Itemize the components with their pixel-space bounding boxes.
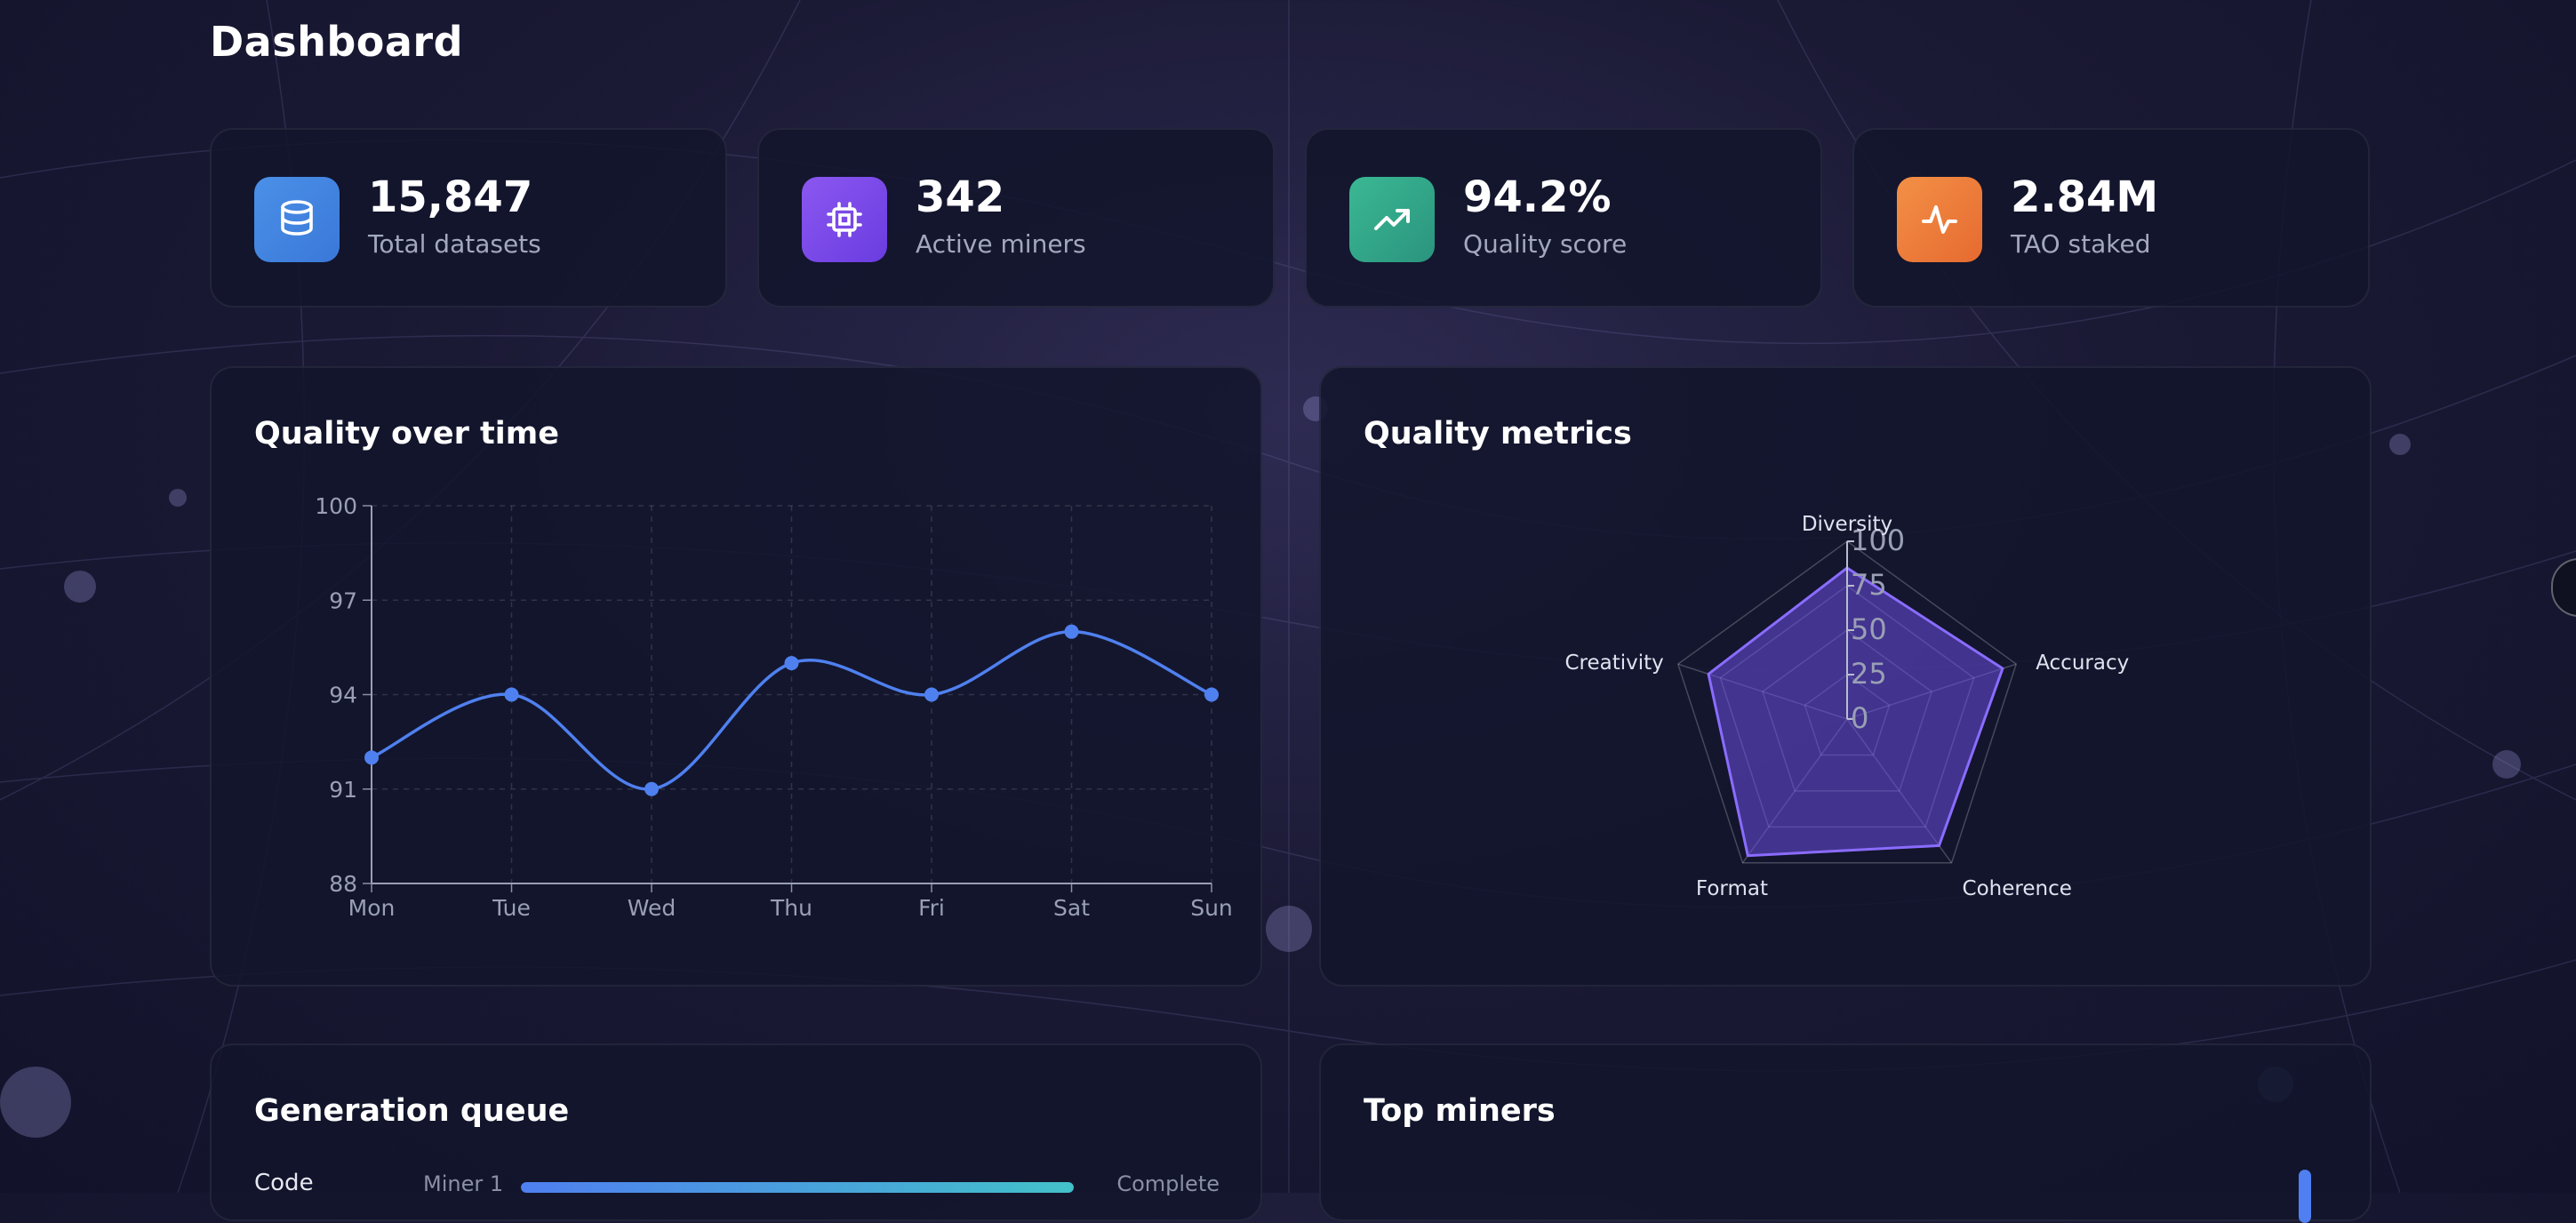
database-icon — [254, 177, 340, 262]
radar-tick-label: 100 — [1851, 524, 1905, 557]
queue-status: Complete — [1116, 1171, 1220, 1196]
queue-progress-bar — [521, 1182, 1074, 1193]
quality-radar-chart: 100 75 50 25 0 Diversity Accuracy Coherence Form… — [1564, 513, 2129, 900]
x-tick-label: Sat — [1053, 895, 1090, 921]
y-tick-label: 88 — [329, 871, 357, 897]
radar-axis-label: Coherence — [1963, 877, 2072, 900]
y-tick-label: 97 — [329, 588, 357, 613]
top-miners-scrollbar[interactable] — [2299, 1170, 2311, 1223]
data-point — [1204, 687, 1219, 702]
x-tick-label: Sun — [1190, 895, 1233, 921]
quality-metrics-panel: Quality metrics 100 75 50 25 0 Diversity Accur… — [1319, 366, 2372, 987]
cpu-icon — [802, 177, 887, 262]
quality-over-time-panel: Quality over time 100 97 94 91 88 Mon Tue Wed Th… — [210, 366, 1262, 987]
radar-grid-ring — [1676, 540, 2018, 864]
stat-card-total-datasets: 15,847 Total datasets — [210, 128, 727, 308]
x-tick-label: Mon — [348, 895, 396, 921]
queue-row[interactable]: Code Miner 1 Complete — [254, 1170, 1220, 1205]
x-tick-label: Tue — [492, 895, 531, 921]
y-tick-label: 100 — [315, 493, 357, 519]
data-point — [644, 781, 659, 796]
radar-axis-label: Accuracy — [2036, 651, 2129, 675]
stat-value: 15,847 — [368, 172, 533, 222]
stat-label: Quality score — [1463, 229, 1628, 259]
stat-label: Active miners — [916, 229, 1086, 259]
stat-label: Total datasets — [368, 229, 541, 259]
stat-value: 94.2% — [1463, 172, 1612, 222]
stat-value: 2.84M — [2011, 172, 2159, 222]
data-point — [784, 656, 799, 671]
data-point — [924, 687, 939, 702]
radar-axis-label: Format — [1696, 877, 1768, 900]
y-tick-label: 91 — [329, 777, 357, 803]
trending-up-icon — [1349, 177, 1435, 262]
page-title: Dashboard — [210, 18, 464, 66]
x-tick-label: Fri — [918, 895, 945, 921]
queue-category: Code — [254, 1170, 314, 1196]
floating-action-button[interactable] — [2551, 558, 2576, 617]
panel-title: Generation queue — [254, 1093, 570, 1129]
dashboard-page: Dashboard 15,847 Total datasets 342 Acti… — [210, 18, 2576, 1223]
radar-tick-label: 25 — [1851, 657, 1887, 691]
data-point — [1064, 624, 1079, 639]
stat-card-quality-score: 94.2% Quality score — [1305, 128, 1822, 308]
panel-title: Quality metrics — [1364, 416, 1632, 452]
stat-card-active-miners: 342 Active miners — [757, 128, 1275, 308]
radar-axis-label: Diversity — [1802, 513, 1892, 536]
radar-tick-label: 75 — [1851, 568, 1887, 602]
generation-queue-panel: Generation queue Code Miner 1 Complete — [210, 1043, 1262, 1221]
radar-axis-label: Creativity — [1564, 651, 1663, 675]
data-point — [504, 687, 519, 702]
stat-card-tao-staked: 2.84M TAO staked — [1852, 128, 2370, 308]
panel-title: Top miners — [1364, 1093, 1556, 1129]
panel-title: Quality over time — [254, 416, 559, 452]
radar-tick-label: 0 — [1851, 701, 1868, 735]
radar-series-area — [1707, 566, 2004, 858]
data-point — [364, 750, 379, 765]
radar-tick-label: 50 — [1851, 612, 1887, 646]
activity-icon — [1897, 177, 1982, 262]
queue-progress-fill — [521, 1182, 1074, 1193]
x-tick-label: Wed — [628, 895, 676, 921]
stat-value: 342 — [916, 172, 1005, 222]
x-tick-label: Thu — [770, 895, 812, 921]
top-miners-panel: Top miners — [1319, 1043, 2372, 1223]
stat-label: TAO staked — [2011, 229, 2151, 259]
queue-miner: Miner 1 — [423, 1171, 504, 1196]
y-tick-label: 94 — [329, 683, 357, 708]
